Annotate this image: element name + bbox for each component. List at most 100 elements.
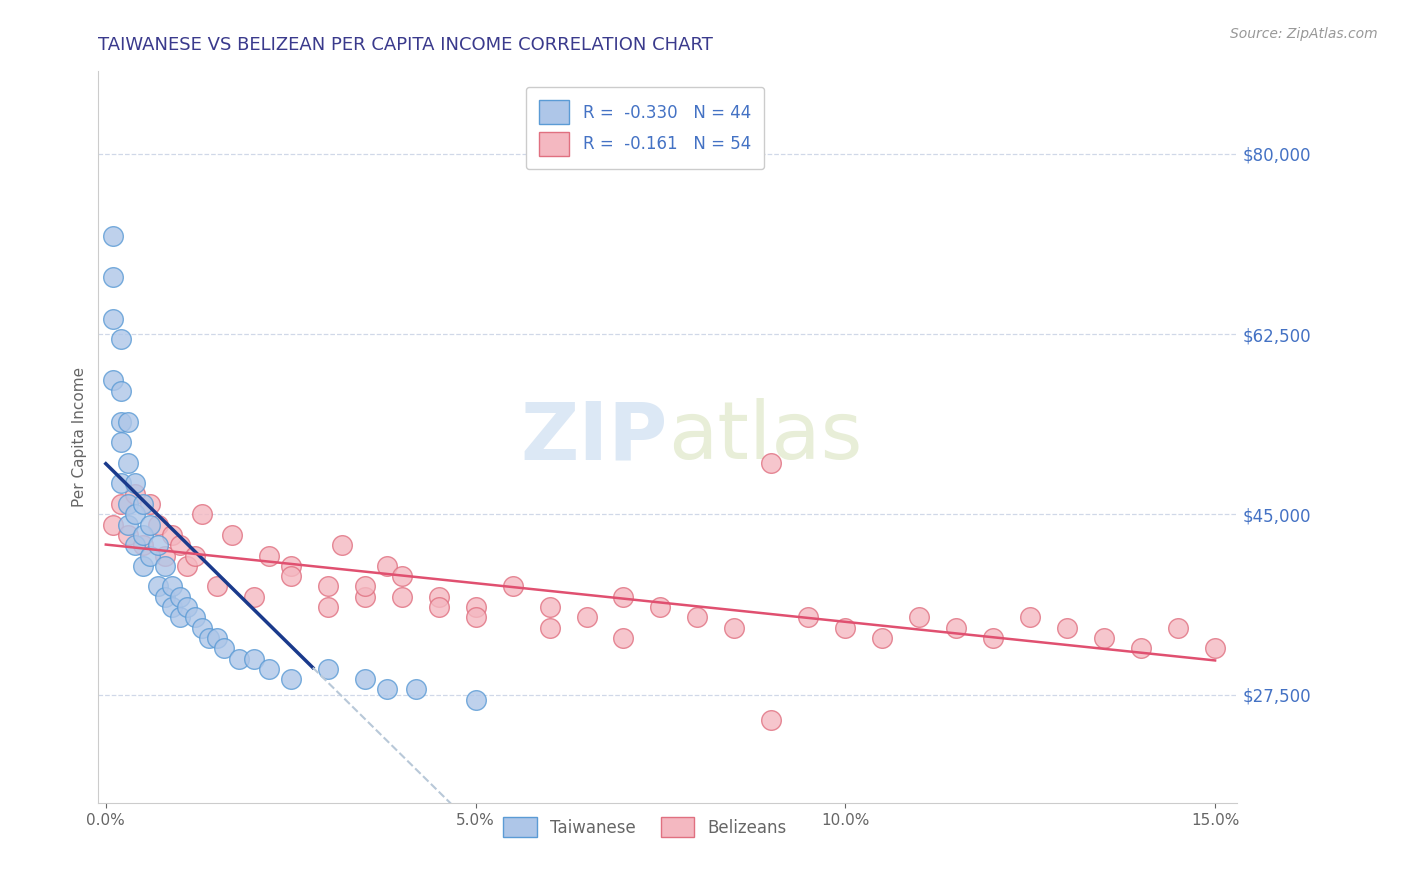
Point bbox=[538, 621, 561, 635]
Point bbox=[1130, 641, 1153, 656]
Point bbox=[162, 600, 184, 615]
Point bbox=[316, 662, 339, 676]
Point bbox=[221, 528, 243, 542]
Point bbox=[761, 714, 783, 728]
Point bbox=[502, 579, 524, 593]
Point bbox=[110, 497, 132, 511]
Point bbox=[110, 332, 132, 346]
Point bbox=[612, 590, 634, 604]
Point bbox=[191, 508, 214, 522]
Point bbox=[124, 508, 146, 522]
Point bbox=[391, 590, 413, 604]
Point bbox=[205, 579, 228, 593]
Point bbox=[146, 579, 169, 593]
Point bbox=[117, 528, 139, 542]
Point bbox=[1092, 631, 1115, 645]
Point bbox=[117, 456, 139, 470]
Point bbox=[405, 682, 427, 697]
Point bbox=[103, 373, 125, 387]
Point bbox=[103, 311, 125, 326]
Point bbox=[139, 517, 162, 532]
Point bbox=[110, 435, 132, 450]
Point bbox=[280, 569, 302, 583]
Point bbox=[242, 651, 264, 665]
Point bbox=[650, 600, 672, 615]
Point bbox=[139, 549, 162, 563]
Point bbox=[538, 600, 561, 615]
Point bbox=[353, 590, 375, 604]
Point bbox=[153, 549, 176, 563]
Legend: Taiwanese, Belizeans: Taiwanese, Belizeans bbox=[495, 809, 794, 846]
Point bbox=[242, 590, 264, 604]
Point bbox=[332, 538, 354, 552]
Point bbox=[124, 538, 146, 552]
Point bbox=[981, 631, 1004, 645]
Point bbox=[1056, 621, 1078, 635]
Point bbox=[353, 672, 375, 686]
Point bbox=[139, 497, 162, 511]
Point bbox=[146, 517, 169, 532]
Point bbox=[353, 579, 375, 593]
Point bbox=[183, 610, 205, 624]
Point bbox=[797, 610, 820, 624]
Point bbox=[316, 600, 339, 615]
Text: ZIP: ZIP bbox=[520, 398, 668, 476]
Point bbox=[117, 415, 139, 429]
Text: Source: ZipAtlas.com: Source: ZipAtlas.com bbox=[1230, 27, 1378, 41]
Point bbox=[153, 558, 176, 573]
Point bbox=[908, 610, 931, 624]
Point bbox=[280, 558, 302, 573]
Point bbox=[169, 590, 191, 604]
Point bbox=[162, 579, 184, 593]
Point bbox=[391, 569, 413, 583]
Point bbox=[169, 538, 191, 552]
Point bbox=[723, 621, 745, 635]
Point bbox=[427, 590, 450, 604]
Point bbox=[110, 476, 132, 491]
Point bbox=[117, 497, 139, 511]
Point bbox=[132, 558, 155, 573]
Point bbox=[945, 621, 967, 635]
Point bbox=[110, 384, 132, 398]
Point bbox=[1204, 641, 1226, 656]
Point bbox=[191, 621, 214, 635]
Y-axis label: Per Capita Income: Per Capita Income bbox=[72, 367, 87, 508]
Point bbox=[316, 579, 339, 593]
Point bbox=[872, 631, 894, 645]
Point bbox=[176, 558, 198, 573]
Point bbox=[464, 600, 486, 615]
Point bbox=[124, 476, 146, 491]
Point bbox=[103, 517, 125, 532]
Point bbox=[183, 549, 205, 563]
Point bbox=[228, 651, 250, 665]
Point bbox=[124, 487, 146, 501]
Text: TAIWANESE VS BELIZEAN PER CAPITA INCOME CORRELATION CHART: TAIWANESE VS BELIZEAN PER CAPITA INCOME … bbox=[98, 36, 713, 54]
Point bbox=[575, 610, 598, 624]
Point bbox=[375, 558, 398, 573]
Point bbox=[205, 631, 228, 645]
Point bbox=[427, 600, 450, 615]
Point bbox=[110, 415, 132, 429]
Point bbox=[176, 600, 198, 615]
Point bbox=[464, 693, 486, 707]
Point bbox=[257, 549, 280, 563]
Point bbox=[280, 672, 302, 686]
Point bbox=[198, 631, 221, 645]
Point bbox=[257, 662, 280, 676]
Point bbox=[103, 270, 125, 285]
Point bbox=[612, 631, 634, 645]
Point bbox=[686, 610, 709, 624]
Point bbox=[132, 538, 155, 552]
Point bbox=[212, 641, 235, 656]
Text: atlas: atlas bbox=[668, 398, 862, 476]
Point bbox=[375, 682, 398, 697]
Point bbox=[162, 528, 184, 542]
Point bbox=[169, 610, 191, 624]
Point bbox=[132, 528, 155, 542]
Point bbox=[834, 621, 856, 635]
Point bbox=[146, 538, 169, 552]
Point bbox=[464, 610, 486, 624]
Point bbox=[132, 497, 155, 511]
Point bbox=[1167, 621, 1189, 635]
Point bbox=[117, 517, 139, 532]
